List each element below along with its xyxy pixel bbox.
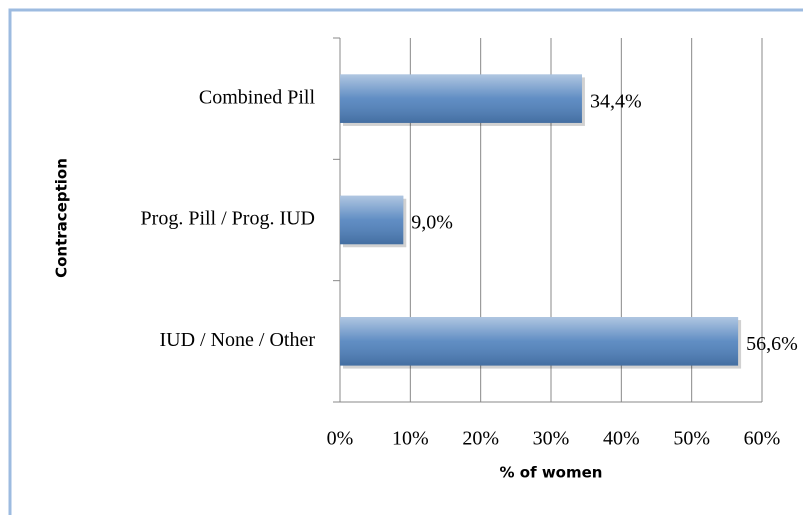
value-label: 9,0%: [411, 212, 453, 234]
bar-shine: [340, 195, 404, 245]
bar-shine: [340, 317, 739, 366]
value-label: 56,6%: [746, 333, 798, 355]
bar-shine: [340, 74, 582, 123]
frame: [8, 8, 803, 515]
x-tick-label: 50%: [673, 428, 710, 450]
x-tick-label: 30%: [533, 428, 570, 450]
x-axis-label: % of women: [500, 464, 603, 482]
x-tick-label: 0%: [327, 428, 354, 450]
x-tick-label: 60%: [744, 428, 781, 450]
x-tick-label: 20%: [462, 428, 499, 450]
x-tick-label: 40%: [603, 428, 640, 450]
y-tick-label: IUD / None / Other: [159, 329, 315, 351]
y-tick-label: Prog. Pill / Prog. IUD: [141, 208, 315, 230]
y-tick-label: Combined Pill: [199, 86, 316, 108]
value-label: 34,4%: [590, 90, 642, 112]
y-axis-label: Contraception: [53, 158, 71, 278]
x-tick-label: 10%: [392, 428, 429, 450]
